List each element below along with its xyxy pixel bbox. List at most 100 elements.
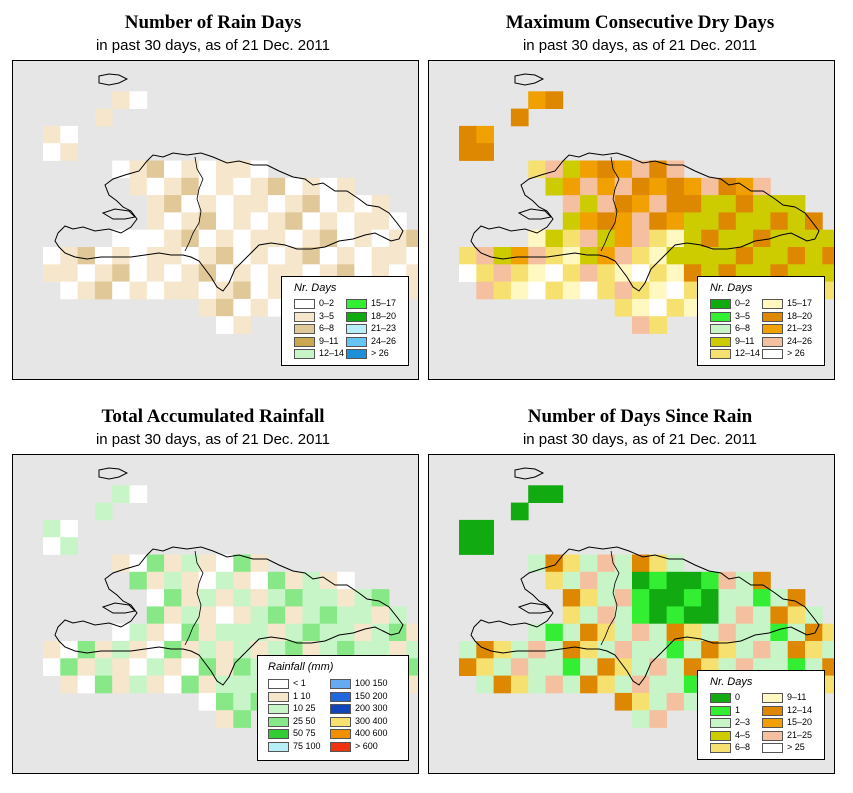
grid-cell [389,229,407,248]
grid-cell [493,264,512,282]
island-outline [470,152,820,292]
grid-cell [389,623,407,642]
grid-cell [580,212,598,231]
grid-cell [112,281,130,300]
island-outline [54,546,404,686]
grid-cell [406,281,418,300]
grid-cell [250,641,269,659]
legend-label: 21–25 [787,729,813,740]
grid-cell [164,623,182,642]
grid-cell [614,177,633,196]
grid-cell [701,606,719,625]
grid-cell [302,606,321,625]
grid-cell [389,606,407,625]
grid-cell [459,143,477,161]
grid-cell [181,212,200,231]
grid-cell [562,247,581,265]
grid-cell [632,623,650,642]
grid-cell [735,606,754,625]
grid-cell [198,606,217,625]
grid-cell [770,229,789,248]
grid-cell [614,554,633,573]
island-outline [470,546,820,686]
grid-cell [528,160,546,179]
panel-subtitle: in past 30 days, as of 21 Dec. 2011 [522,37,758,54]
country-border [184,550,204,646]
grid-cell [718,623,737,642]
grid-cell [371,195,390,213]
grid-cell [562,606,581,625]
grid-cell [216,229,234,248]
grid-cell [250,247,269,265]
grid-cell [129,229,148,248]
map-frame: Rainfall (mm) < 1 1 10 10 25 25 50 50 75 75 1… [12,454,419,774]
grid-cell [112,658,130,676]
grid-cell [250,623,269,642]
grid-cell [580,623,598,642]
grid-cell [233,212,251,231]
panel-max-dry-days: Maximum Consecutive Dry Days in past 30 … [427,0,853,390]
grid-cell [285,177,303,196]
grid-cell [562,212,581,231]
legend-label: > 26 [787,348,805,358]
grid-cell [459,641,477,659]
grid-cell [319,623,338,642]
tortuga-outline [514,73,545,86]
legend-label: 75 100 [293,740,321,751]
grid-cell [146,160,165,179]
grid-cell [181,195,200,213]
grid-cell [60,675,78,694]
grid-cell [701,229,719,248]
grid-cell [43,519,61,538]
grid-cell [112,247,130,265]
legend-swatch [346,324,367,334]
grid-cell [614,571,633,590]
grid-cell [597,177,616,196]
grid-cell [216,692,234,711]
grid-cell [216,606,234,625]
grid-cell [250,589,269,607]
grid-cell [614,623,633,642]
grid-cell [354,623,373,642]
grid-cell [233,177,251,196]
grid-cell [233,160,251,179]
grid-cell [562,281,581,300]
grid-cell [510,641,529,659]
map-legend: Nr. Days 0–2 3–5 6–8 9–11 12–14 15–17 18–20 21–… [281,276,409,366]
grid-cell [60,519,78,538]
grid-cell [43,537,61,555]
grid-cell [597,589,616,607]
grid-cell [493,675,512,694]
grid-cell [233,571,251,590]
grid-cell [770,195,789,213]
grid-cell [302,247,321,265]
grid-cell [649,177,667,196]
grid-cell [545,281,564,300]
gonave-outline [101,602,137,614]
grid-cell [493,247,512,265]
grid-cell [735,623,754,642]
grid-cell [354,589,373,607]
grid-cell [493,641,512,659]
grid-cell [459,264,477,282]
legend-swatch [294,311,315,322]
island-outline [54,152,404,292]
grid-cell [250,264,269,282]
grid-cell [822,623,834,642]
grid-cell [580,160,598,179]
legend-label: 12–14 [735,348,761,358]
grid-cell [94,247,113,265]
grid-cell [129,91,148,109]
legend-swatch [268,716,289,727]
grid-cell [735,247,754,265]
grid-cell [510,247,529,265]
grid-cell [94,502,113,521]
legend-swatch [762,336,783,347]
grid-cell [822,281,834,300]
grid-cell [545,675,564,694]
legend-title: Rainfall (mm) [268,661,334,673]
legend-swatch [762,324,783,334]
map-frame: Nr. Days 0–2 3–5 6–8 9–11 12–14 15–17 18–20 21–… [428,60,835,380]
grid-cell [718,212,737,231]
legend-swatch [330,729,351,739]
